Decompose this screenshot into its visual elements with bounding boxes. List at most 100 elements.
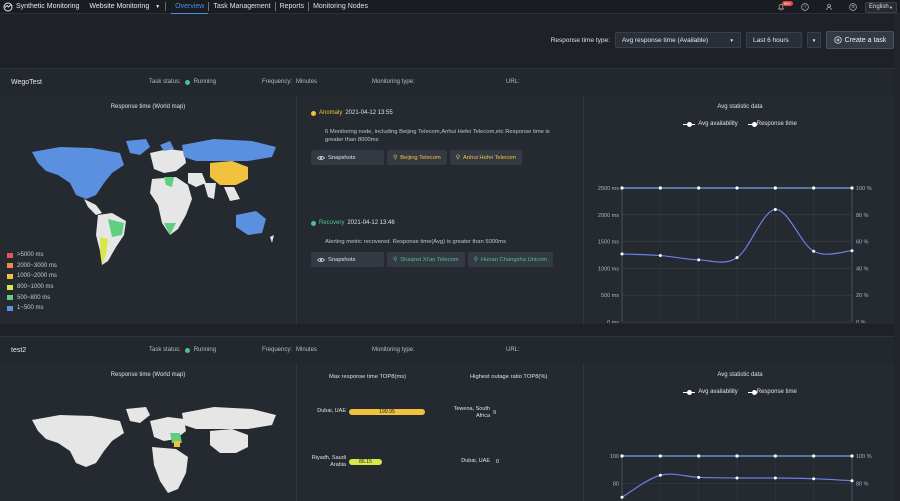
snapshots-button[interactable]: Snapshots [311,252,384,267]
response-time-point [850,249,854,253]
bar-fill[interactable]: 86.15 [349,459,382,465]
top-response-title: Max response time TOP8(ms) [329,374,407,380]
legend-item: 2000~3000 ms [7,261,57,272]
map-region-north-america [32,415,124,467]
top-response-row: Dubai, UAE 199.95 [299,408,425,415]
location-pin-icon: ⚲ [455,154,460,161]
caret-down-icon: ▼ [729,37,734,43]
world-map[interactable] [0,125,297,275]
event-actions: Snapshots ⚲ Shaanxi Xi'an Telecom ⚲ Huna… [311,252,573,267]
map-region-middle-east [188,173,206,187]
legend-item: >5000 ms [7,250,57,261]
product-select[interactable]: Website Monitoring ▼ [89,3,160,10]
language-value: English [869,4,889,10]
map-region-india [204,183,216,199]
location-name: Hunan Changsha Unicom [480,256,548,263]
event-header: Anomaly 2021-04-12 13:55 [311,110,573,116]
map-region-china [210,161,248,185]
frequency-value: Minutes [296,347,318,353]
location-chip[interactable]: ⚲ Anhui Hefei Telecom [449,150,523,165]
legend-item-response-time[interactable]: Response time [747,389,797,395]
event-time: 2021-04-12 13:55 [345,110,393,116]
language-select[interactable]: English ▼ [865,1,897,13]
avg-statistic-chart[interactable]: 608010060 %80 %100 % [585,401,895,501]
response-time-point [658,254,662,258]
task-card-test2: test2 Task status: Running Frequency: Mi… [0,336,900,501]
help-button[interactable]: ? [793,3,817,11]
caret-down-icon: ▼ [155,3,161,10]
legend-label: Response time [756,121,797,127]
tab-task-management[interactable]: Task Management [213,2,271,10]
create-task-label: Create a task [844,36,887,44]
event-anomaly: Anomaly 2021-04-12 13:55 6 Monitoring no… [311,110,573,165]
tab-reports[interactable]: Reports [279,2,305,10]
availability-point [658,186,662,190]
chart-legend: Avg availability Response time [585,121,895,127]
chart-title: Avg statistic data [717,104,763,110]
task-status-value: Running [193,347,217,353]
snapshots-button[interactable]: Snapshots [311,150,384,165]
bar-fill[interactable]: 199.95 [349,408,425,415]
map-region-africa [152,447,188,493]
map-region-north-america [32,147,124,199]
task-status-value: Running [193,79,217,85]
y-tick-label-right: 100 % [856,186,872,192]
legend-swatch [7,273,13,279]
event-actions: Snapshots ⚲ Beijing Telecom ⚲ Anhui Hefe… [311,150,573,165]
availability-point [658,454,662,458]
response-type-select[interactable]: Avg response time (Available) ▼ [615,32,741,48]
tab-overview[interactable]: Overview [171,0,209,14]
response-time-point [697,258,701,262]
top-outage-row: Dubai, UAE 0 [443,458,499,465]
time-range-value: Last 6 hours [753,36,789,44]
location-pin-icon: ⚲ [393,154,398,161]
location-chip[interactable]: ⚲ Shaanxi Xi'an Telecom [387,252,465,267]
response-time-point [620,252,624,256]
legend-marker [683,389,696,395]
legend-label: 1000~2000 ms [17,273,57,280]
plus-circle-icon [834,36,842,44]
legend-label: Avg availability [698,389,738,395]
create-task-button[interactable]: Create a task [826,31,894,49]
y-tick-label-left: 80 [613,482,619,488]
task-status-label: Task status: [149,79,181,85]
map-region-argentina [100,237,108,265]
availability-point [773,454,777,458]
top-right-actions: 99+ ? English ▼ [769,0,900,14]
legend-swatch [7,263,13,269]
legend-marker [747,121,757,127]
location-chip[interactable]: ⚲ Hunan Changsha Unicom [467,252,554,267]
bar-value: 9 [493,410,497,416]
bar-label: Riyadh, Saudi Arabia [311,455,346,468]
task-name[interactable]: WegoTest [11,78,42,86]
time-range-select[interactable]: Last 6 hours [746,32,802,48]
page-scrollbar[interactable] [894,14,900,501]
legend-item-availability[interactable]: Avg availability [683,389,738,395]
nav-divider [165,2,167,11]
response-time-point [773,207,777,211]
top-outage-row: Tewena, South Africa 9 [443,406,496,420]
notification-button[interactable]: 99+ [769,1,793,11]
location-chip[interactable]: ⚲ Beijing Telecom [387,150,447,165]
tab-monitoring-nodes[interactable]: Monitoring Nodes [313,2,368,10]
task-url: URL: [506,79,520,85]
time-range-dropdown-button[interactable]: ▼ [807,32,821,48]
location-pin-icon: ⚲ [473,256,478,263]
legend-label: 1~500 ms [17,305,44,312]
legend-item-response-time[interactable]: Response time [747,121,797,127]
chart-legend: Avg availability Response time [585,389,895,395]
brand[interactable]: Synthetic Monitoring [0,2,79,12]
task-name[interactable]: test2 [11,346,27,354]
y-tick-label-right: 0 % [856,320,866,323]
bar-label: Dubai, UAE [461,458,490,464]
account-button[interactable] [841,3,865,11]
share-button[interactable] [817,3,841,11]
avg-statistic-chart[interactable]: 0 ms 500 ms 1000 ms 1500 ms 2000 ms 2500 ms 0 … [585,133,895,323]
eye-icon [317,257,325,262]
world-map[interactable] [0,393,297,501]
legend-marker [683,121,696,127]
legend-item-availability[interactable]: Avg availability [683,121,738,127]
map-region-russia [182,407,276,429]
legend-item: 500~800 ms [7,292,57,303]
task-frequency: Frequency: Minutes [262,347,317,353]
